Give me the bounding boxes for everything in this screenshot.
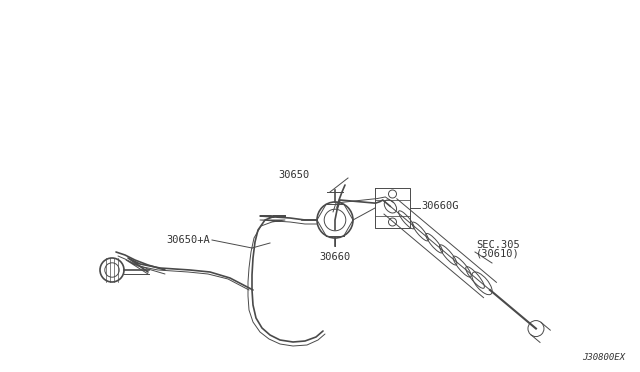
Text: 30660G: 30660G — [421, 201, 458, 211]
Text: 30650: 30650 — [279, 170, 310, 180]
Text: (30610): (30610) — [476, 248, 520, 258]
Text: 30660: 30660 — [319, 252, 351, 262]
Text: SEC.305: SEC.305 — [476, 240, 520, 250]
Text: 30650+A: 30650+A — [166, 235, 210, 245]
Text: J30800EX: J30800EX — [582, 353, 625, 362]
